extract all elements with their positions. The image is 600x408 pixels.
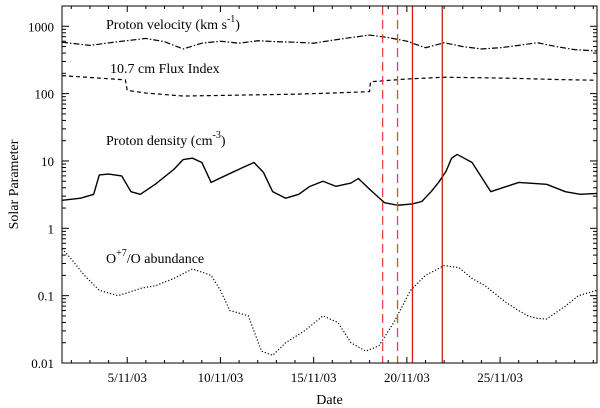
y-tick-label: 1 (48, 221, 55, 236)
label-text: ) (221, 134, 226, 149)
axis-tick-labels: 5/11/03 10/11/03 15/11/03 20/11/03 25/11/03 0… (28, 19, 523, 385)
label-text: O (106, 252, 116, 267)
axis-ticks (62, 5, 597, 364)
x-tick-label: 25/11/03 (477, 370, 523, 385)
label-superscript: -3 (213, 130, 221, 141)
series-labels: Proton velocity (km s-1) 10.7 cm Flux Ind… (106, 14, 240, 267)
label-text: Proton velocity (km s (106, 18, 227, 33)
y-tick-label: 0.1 (38, 289, 54, 304)
flux-index-line (61, 75, 598, 97)
oxygen-abundance-line (61, 248, 598, 356)
label-text: /O abundance (127, 252, 204, 267)
label-superscript: +7 (116, 248, 127, 259)
x-tick-label: 15/11/03 (291, 370, 337, 385)
x-tick-label: 5/11/03 (108, 370, 147, 385)
x-tick-label: 20/11/03 (384, 370, 430, 385)
y-tick-label: 100 (35, 87, 55, 102)
proton-velocity-label: Proton velocity (km s-1) (106, 14, 240, 33)
oxygen-abundance-label: O+7/O abundance (106, 248, 204, 267)
label-text: ) (235, 18, 240, 33)
proton-density-line (61, 153, 598, 206)
plot-lines (61, 34, 598, 356)
label-text: Proton density (cm (106, 134, 213, 149)
y-tick-label: 1000 (28, 19, 54, 34)
y-tick-label: 10 (41, 154, 54, 169)
label-text: 10.7 cm Flux Index (110, 62, 220, 77)
plot-frame (61, 5, 598, 364)
x-tick-label: 10/11/03 (198, 370, 244, 385)
label-superscript: -1 (227, 14, 235, 25)
flux-index-label: 10.7 cm Flux Index (110, 62, 220, 77)
proton-density-label: Proton density (cm-3) (106, 130, 226, 149)
event-lines (381, 6, 443, 363)
proton-velocity-line (61, 34, 598, 52)
x-axis-title: Date (316, 393, 342, 408)
y-axis-title: Solar Parameter (7, 139, 22, 229)
y-tick-label: 0.01 (31, 356, 54, 371)
